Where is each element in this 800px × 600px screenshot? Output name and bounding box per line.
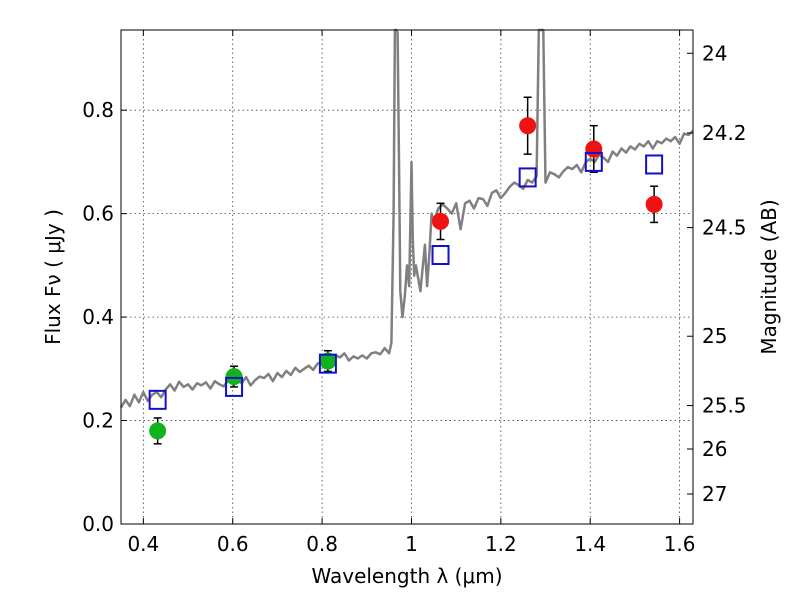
y2-tick-label: 24.5 [702, 216, 747, 240]
x-tick-label: 0.8 [306, 532, 338, 556]
y2-tick-label: 27 [702, 482, 727, 506]
model-square [584, 151, 603, 172]
green-data-point [225, 368, 243, 386]
x-tick-label: 1.2 [485, 532, 517, 556]
y-tick-label: 0.2 [82, 409, 114, 433]
red-data-point [519, 117, 537, 135]
green-data-point [149, 422, 167, 440]
x-tick-label: 1.6 [664, 532, 696, 556]
y-tick-label: 0.0 [82, 512, 114, 536]
model-square [318, 353, 337, 374]
y-tick-label: 0.8 [82, 98, 114, 122]
axis-ticks: 0.4 0.6 0.8 1 1.2 1.4 1.6 0.0 0.2 0.4 0.6 0.8 24 24.2… [82, 30, 747, 556]
plot-frame [120, 29, 694, 525]
model-square [225, 376, 244, 397]
y2-tick-label: 25.5 [702, 394, 747, 418]
y-tick-label: 0.6 [82, 202, 114, 226]
y2-tick-label: 25 [702, 324, 727, 348]
spectrum [119, 28, 694, 409]
x-tick-label: 0.4 [127, 532, 159, 556]
model-square [645, 154, 664, 175]
y-axis-title: Flux Fν ( μJy ) [41, 209, 65, 345]
y2-axis-title: Magnitude (AB) [757, 199, 781, 354]
model-square [518, 167, 537, 188]
x-tick-label: 1 [405, 532, 418, 556]
model-square [431, 245, 450, 266]
x-axis-title: Wavelength λ (μm) [311, 564, 502, 588]
model-square [148, 389, 167, 410]
x-tick-label: 1.4 [574, 532, 606, 556]
red-data-point [645, 195, 663, 213]
y-tick-label: 0.4 [82, 305, 114, 329]
y2-tick-label: 24 [702, 41, 727, 65]
data-points [148, 96, 664, 445]
spectrum-line [119, 28, 694, 409]
x-tick-label: 0.6 [217, 532, 249, 556]
y2-tick-label: 26 [702, 437, 727, 461]
red-data-point [432, 212, 450, 230]
y2-tick-label: 24.2 [702, 121, 747, 145]
red-data-point [585, 140, 603, 158]
